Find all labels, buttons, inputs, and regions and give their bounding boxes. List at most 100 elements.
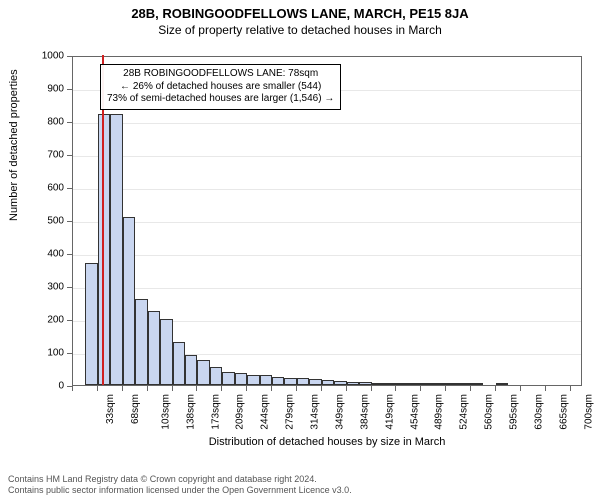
histogram-bar (372, 383, 384, 385)
y-tick-label: 100 (0, 348, 64, 359)
x-tick (221, 386, 222, 391)
x-tick (172, 386, 173, 391)
gridline (73, 123, 581, 124)
histogram-bar (260, 375, 272, 385)
footer-attribution: Contains HM Land Registry data © Crown c… (8, 474, 352, 496)
x-tick-label: 103sqm (160, 394, 171, 430)
y-tick-label: 500 (0, 216, 64, 227)
x-tick (545, 386, 546, 391)
x-tick (321, 386, 322, 391)
x-tick (420, 386, 421, 391)
y-tick (67, 353, 72, 354)
histogram-bar (459, 383, 471, 385)
x-tick-label: 279sqm (285, 394, 296, 430)
histogram-bar (210, 367, 222, 385)
histogram-bar (85, 263, 97, 385)
x-tick (520, 386, 521, 391)
y-tick-label: 300 (0, 282, 64, 293)
gridline (73, 255, 581, 256)
x-tick-label: 173sqm (210, 394, 221, 430)
histogram-bar (247, 375, 259, 385)
y-tick-label: 600 (0, 183, 64, 194)
y-tick-label: 900 (0, 84, 64, 95)
y-tick-label: 400 (0, 249, 64, 260)
x-tick (296, 386, 297, 391)
x-tick (246, 386, 247, 391)
x-tick-label: 560sqm (484, 394, 495, 430)
gridline (73, 189, 581, 190)
gridline (73, 222, 581, 223)
histogram-bar (384, 383, 396, 385)
x-tick (495, 386, 496, 391)
x-tick-label: 454sqm (409, 394, 420, 430)
x-tick (196, 386, 197, 391)
histogram-bar (272, 377, 284, 385)
x-tick (147, 386, 148, 391)
x-tick (395, 386, 396, 391)
histogram-bar (123, 217, 135, 385)
x-tick-label: 209sqm (235, 394, 246, 430)
x-tick-label: 700sqm (583, 394, 594, 430)
x-tick (346, 386, 347, 391)
x-tick-label: 68sqm (130, 394, 141, 424)
histogram-bar (284, 378, 296, 385)
x-tick (271, 386, 272, 391)
x-tick (97, 386, 98, 391)
footer-line-2: Contains public sector information licen… (8, 485, 352, 496)
y-tick-label: 200 (0, 315, 64, 326)
histogram-bar (185, 355, 197, 385)
histogram-bar (359, 382, 371, 385)
chart-container: 28B, ROBINGOODFELLOWS LANE, MARCH, PE15 … (0, 0, 600, 500)
histogram-bar (309, 379, 321, 385)
y-tick (67, 221, 72, 222)
x-tick (72, 386, 73, 391)
y-tick-label: 700 (0, 150, 64, 161)
y-tick (67, 89, 72, 90)
annotation-box: 28B ROBINGOODFELLOWS LANE: 78sqm← 26% of… (100, 64, 341, 110)
histogram-bar (110, 114, 122, 385)
x-tick-label: 595sqm (509, 394, 520, 430)
histogram-bar (409, 383, 421, 385)
gridline (73, 288, 581, 289)
y-tick (67, 287, 72, 288)
histogram-bar (396, 383, 408, 385)
histogram-bar (197, 360, 209, 385)
x-tick-label: 138sqm (185, 394, 196, 430)
chart-title: 28B, ROBINGOODFELLOWS LANE, MARCH, PE15 … (0, 6, 600, 21)
y-tick-label: 800 (0, 117, 64, 128)
histogram-bar (471, 383, 483, 385)
x-tick-label: 244sqm (260, 394, 271, 430)
x-tick (371, 386, 372, 391)
y-tick (67, 122, 72, 123)
y-tick-label: 1000 (0, 51, 64, 62)
x-tick-label: 33sqm (105, 394, 116, 424)
x-tick-label: 489sqm (434, 394, 445, 430)
annotation-line: 28B ROBINGOODFELLOWS LANE: 78sqm (107, 68, 334, 81)
annotation-line: ← 26% of detached houses are smaller (54… (107, 81, 334, 94)
x-tick-label: 349sqm (334, 394, 345, 430)
histogram-bar (446, 383, 458, 385)
histogram-bar (322, 380, 334, 385)
annotation-line: 73% of semi-detached houses are larger (… (107, 93, 334, 106)
histogram-bar (222, 372, 234, 385)
histogram-bar (148, 311, 160, 385)
chart-subtitle: Size of property relative to detached ho… (0, 23, 600, 37)
y-tick (67, 56, 72, 57)
y-tick (67, 155, 72, 156)
gridline (73, 156, 581, 157)
x-tick (122, 386, 123, 391)
x-tick-label: 314sqm (310, 394, 321, 430)
x-tick (445, 386, 446, 391)
y-tick (67, 188, 72, 189)
histogram-bar (297, 378, 309, 385)
x-tick-label: 419sqm (384, 394, 395, 430)
x-tick-label: 524sqm (459, 394, 470, 430)
x-tick-label: 384sqm (359, 394, 370, 430)
x-tick-label: 665sqm (558, 394, 569, 430)
histogram-bar (347, 382, 359, 385)
histogram-bar (160, 319, 172, 385)
y-tick (67, 254, 72, 255)
histogram-bar (173, 342, 185, 385)
histogram-bar (496, 383, 508, 385)
x-tick (470, 386, 471, 391)
